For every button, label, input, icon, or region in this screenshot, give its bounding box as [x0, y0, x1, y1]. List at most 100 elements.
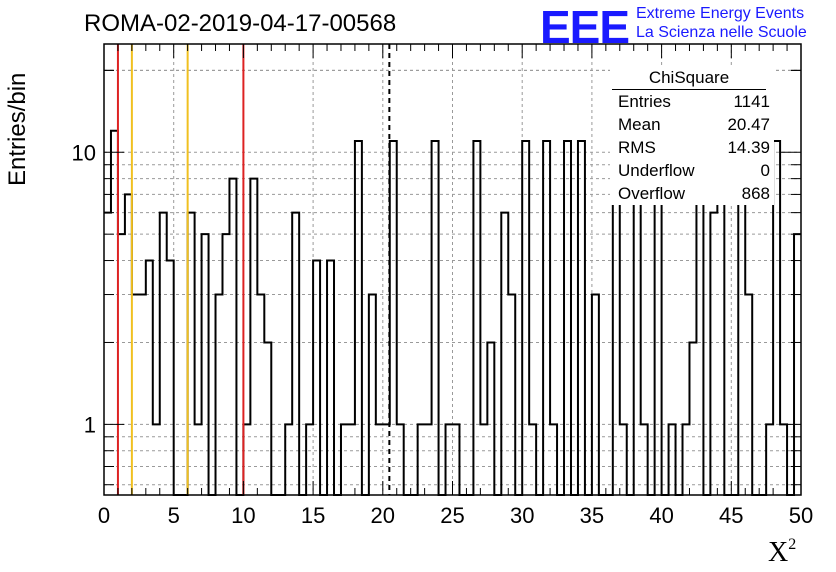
- histogram-bin: [432, 141, 439, 495]
- histogram-bin: [683, 424, 690, 495]
- histogram-bin: [146, 261, 153, 495]
- y-tick-label: 1: [84, 412, 96, 437]
- grid-lines: [104, 44, 801, 495]
- stat-label: RMS: [618, 138, 656, 157]
- histogram-bin: [529, 424, 536, 495]
- histogram-bin: [264, 342, 271, 495]
- histogram-bin: [794, 234, 801, 495]
- stat-label: Mean: [618, 115, 661, 134]
- tick-labels: 0 5 10 15 20 25 30 35 40 45 50 1 10: [72, 140, 814, 528]
- histogram-bin: [669, 424, 676, 495]
- x-tick-label: 50: [789, 503, 813, 528]
- histogram-bin: [425, 424, 432, 495]
- histogram-bin: [118, 234, 125, 495]
- run-title: ROMA-02-2019-04-17-00568: [84, 10, 397, 37]
- histogram-bin: [355, 141, 362, 495]
- stat-row-rms: RMS 14.39: [610, 136, 774, 159]
- histogram-bin: [543, 141, 550, 495]
- histogram-bin: [369, 295, 376, 495]
- x-axis-label: X2: [768, 536, 796, 569]
- histogram-bin: [202, 234, 209, 495]
- stat-row-entries: Entries 1141: [610, 90, 774, 113]
- stat-label: Underflow: [618, 161, 695, 180]
- histogram-bin: [487, 342, 494, 495]
- histogram-bin: [348, 424, 355, 495]
- x-tick-label: 15: [301, 503, 325, 528]
- histogram-bin: [229, 179, 236, 495]
- histogram-bin: [222, 234, 229, 495]
- histogram-bin: [160, 213, 167, 495]
- histogram-bin: [390, 141, 397, 495]
- x-tick-label: 5: [168, 503, 180, 528]
- histogram-bin: [341, 424, 348, 495]
- histogram-bin: [766, 424, 773, 495]
- histogram-bin: [592, 295, 599, 495]
- x-tick-label: 20: [371, 503, 395, 528]
- histogram-bin: [292, 213, 299, 495]
- histogram-bin: [780, 424, 787, 495]
- histogram-bin: [111, 131, 118, 495]
- eee-logo: EEE: [540, 1, 630, 53]
- histogram-bin: [104, 213, 111, 495]
- stat-value: 1141: [733, 92, 770, 111]
- histogram-bin: [195, 424, 202, 495]
- x-tick-label: 45: [719, 503, 743, 528]
- y-tick-label: 10: [72, 140, 96, 165]
- logo-caption-line2: La Scienza nelle Scuole: [636, 24, 807, 41]
- logo-caption: Extreme Energy Events La Scienza nelle S…: [636, 4, 807, 42]
- histogram-bin: [773, 141, 780, 495]
- histogram-bin: [578, 141, 585, 495]
- histogram-bin: [480, 424, 487, 495]
- histogram-bin: [250, 179, 257, 495]
- logo-caption-line1: Extreme Energy Events: [636, 5, 805, 22]
- histogram-bin: [167, 261, 174, 495]
- histogram-bin: [306, 424, 313, 495]
- histogram-bin: [327, 261, 334, 495]
- histogram-bin: [285, 424, 292, 495]
- histogram-bin: [397, 424, 404, 495]
- x-tick-label: 35: [580, 503, 604, 528]
- x-axis-exponent: 2: [788, 536, 797, 553]
- stat-row-mean: Mean 20.47: [610, 113, 774, 136]
- x-tick-label: 0: [98, 503, 110, 528]
- histogram-bin: [710, 213, 717, 495]
- x-tick-label: 10: [231, 503, 255, 528]
- x-tick-label: 40: [649, 503, 673, 528]
- stat-label: Entries: [618, 92, 671, 111]
- histogram-bin: [313, 261, 320, 495]
- histogram-bin: [257, 295, 264, 495]
- histogram-series: [104, 129, 801, 496]
- stat-value: 0: [760, 161, 770, 180]
- histogram-bin: [188, 213, 195, 495]
- threshold-lines: [116, 44, 391, 495]
- x-tick-label: 25: [440, 503, 464, 528]
- stat-row-overflow: Overflow 868: [610, 182, 774, 205]
- histogram-bin: [501, 213, 508, 495]
- stat-value: 20.47: [727, 115, 770, 134]
- histogram-bin: [216, 295, 223, 495]
- histogram-bin: [132, 295, 139, 495]
- histogram-bin: [613, 179, 620, 495]
- x-axis-symbol: X: [768, 537, 789, 568]
- y-axis-label: Entries/bin: [4, 72, 31, 186]
- stat-value: 14.39: [727, 138, 770, 157]
- histogram-bin: [564, 141, 571, 495]
- histogram-bin: [641, 424, 648, 495]
- axis-ticks: [103, 44, 802, 495]
- histogram-bin: [125, 194, 132, 495]
- histogram-bin: [376, 424, 383, 495]
- histogram-bin: [473, 141, 480, 495]
- histogram-bin: [418, 424, 425, 495]
- histogram-bin: [508, 295, 515, 495]
- stats-box: ChiSquare Entries 1141 Mean 20.47 RMS 14…: [610, 68, 774, 205]
- histogram-bin: [550, 424, 557, 495]
- histogram-bin: [453, 424, 460, 495]
- histogram-bin: [446, 424, 453, 495]
- histogram-bin: [522, 141, 529, 495]
- histogram-bin: [243, 424, 250, 495]
- histogram-bin: [139, 295, 146, 495]
- histogram-bin: [620, 424, 627, 495]
- stat-label: Overflow: [618, 184, 686, 203]
- histogram-bin: [153, 424, 160, 495]
